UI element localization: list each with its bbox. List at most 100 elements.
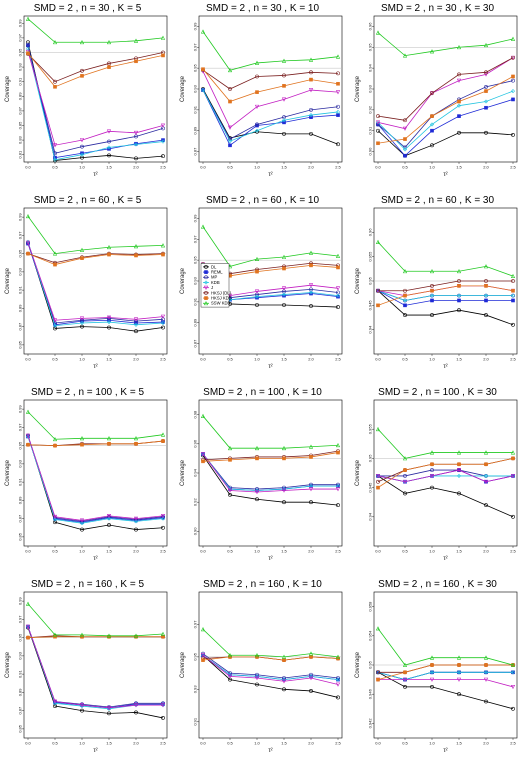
plot-frame <box>23 207 168 355</box>
series-line <box>202 89 339 146</box>
data-point <box>79 138 85 143</box>
data-point <box>403 153 407 158</box>
y-tick-label: 0.95 <box>17 441 22 450</box>
data-point <box>308 283 314 288</box>
chart-title: SMD = 2 , n = 160 , K = 10 <box>203 579 322 590</box>
y-tick-label: 0.945 <box>367 482 372 493</box>
data-point <box>483 677 489 682</box>
data-point <box>429 474 435 479</box>
y-axis-label: Coverage <box>5 651 11 678</box>
x-tick-label: 2.0 <box>483 165 489 170</box>
x-tick-label: 0.5 <box>227 549 233 554</box>
y-tick-label: 0.94 <box>192 468 197 477</box>
series-line <box>27 440 164 447</box>
data-point <box>403 118 407 123</box>
series-6 <box>26 51 165 89</box>
series-line <box>27 435 164 530</box>
series-line <box>27 435 164 521</box>
series-1 <box>26 43 165 160</box>
data-point <box>255 303 259 307</box>
chart-svg: SMD = 2 , n = 160 , K = 30 0.942 0.946 0.95… <box>355 579 518 754</box>
data-point <box>282 120 286 125</box>
data-point <box>160 314 166 319</box>
data-point <box>375 474 381 479</box>
data-point <box>53 326 57 331</box>
y-tick-label: 0.91 <box>17 77 22 86</box>
data-point <box>430 468 434 472</box>
series-line <box>27 436 164 524</box>
data-point <box>335 253 341 258</box>
series-line <box>377 475 513 483</box>
data-point <box>281 488 287 493</box>
y-tick-label: 0.89 <box>192 126 197 135</box>
x-tick-label: 2.5 <box>510 165 516 170</box>
series-line <box>377 671 514 710</box>
data-point <box>430 663 434 667</box>
series-0 <box>26 240 165 334</box>
data-point <box>309 77 313 82</box>
data-point <box>484 105 488 110</box>
data-point <box>376 479 380 484</box>
data-point <box>308 651 314 656</box>
series-4 <box>375 468 516 485</box>
x-axis-label: τ² <box>93 364 97 370</box>
data-point <box>308 113 314 118</box>
y-tick-label: 0.96 <box>367 228 372 237</box>
data-point <box>456 473 462 478</box>
series-line <box>377 130 514 157</box>
x-tick-label: 0.5 <box>227 357 233 362</box>
series-line <box>377 671 513 681</box>
data-point <box>429 293 435 298</box>
data-point <box>430 128 434 133</box>
x-tick-label: 0.5 <box>227 165 233 170</box>
data-point <box>281 254 287 259</box>
chart-svg: SMD = 2 , n = 160 , K = 5 0.85 0.87 0.89 0.9… <box>5 579 168 754</box>
series-line <box>27 242 164 324</box>
data-point <box>133 633 139 638</box>
x-tick-label: 0.5 <box>402 549 408 554</box>
x-tick-label: 0.5 <box>227 741 233 746</box>
x-axis-label: τ² <box>268 748 272 754</box>
y-tick-label: 0.95 <box>17 633 22 642</box>
y-tick-label: 0.83 <box>17 135 22 144</box>
data-point <box>80 527 84 532</box>
data-point <box>484 313 488 317</box>
data-point <box>429 450 435 455</box>
data-point <box>160 35 166 40</box>
data-point <box>335 109 341 114</box>
x-tick-label: 2.5 <box>160 549 166 554</box>
series-line <box>27 18 164 43</box>
y-tick-label: 0.91 <box>367 126 372 135</box>
x-tick-label: 0.0 <box>25 165 31 170</box>
y-tick-label: 0.955 <box>367 423 372 434</box>
data-point <box>25 16 31 21</box>
data-point <box>403 303 407 308</box>
series-4 <box>25 49 166 148</box>
data-point <box>52 157 58 162</box>
data-point <box>484 699 488 704</box>
data-point <box>510 670 516 675</box>
x-tick-label: 0.0 <box>200 549 206 554</box>
series-0 <box>376 670 515 711</box>
y-tick-label: 0.96 <box>192 439 197 448</box>
data-point <box>309 107 313 112</box>
data-point <box>161 634 165 639</box>
data-point <box>281 58 287 63</box>
data-point <box>511 322 515 327</box>
series-7 <box>200 29 341 73</box>
data-point <box>430 114 434 118</box>
x-tick-label: 0.0 <box>375 165 381 170</box>
data-point <box>79 518 85 523</box>
data-point <box>228 99 232 104</box>
x-tick-label: 0.0 <box>25 549 31 554</box>
y-tick-label: 0.958 <box>367 601 372 612</box>
x-tick-label: 0.0 <box>200 357 206 362</box>
x-tick-label: 0.0 <box>25 741 31 746</box>
data-point <box>309 655 313 659</box>
data-point <box>200 653 206 658</box>
y-tick-label: 0.99 <box>17 19 22 28</box>
y-tick-label: 0.85 <box>17 340 22 349</box>
chart-svg: SMD = 2 , n = 60 , K = 5 0.85 0.87 0.89 0.91… <box>5 195 168 370</box>
x-tick-label: 0.0 <box>200 741 206 746</box>
